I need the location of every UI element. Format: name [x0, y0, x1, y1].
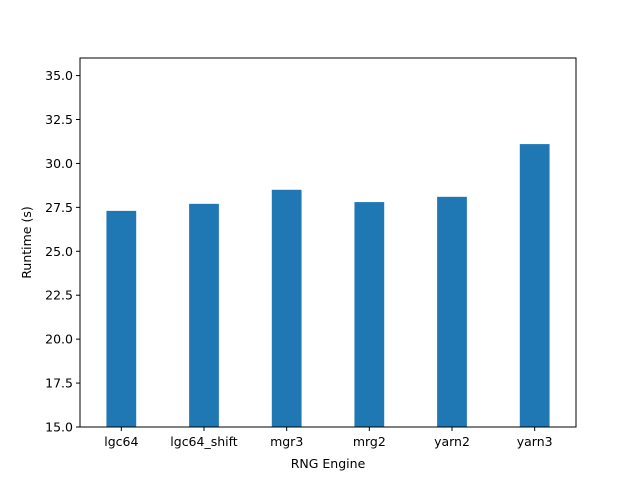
y-tick-label-30.0: 30.0: [45, 156, 73, 171]
bar-yarn2: [437, 196, 467, 427]
x-tick-label-lgc64_shift: lgc64_shift: [170, 434, 238, 449]
x-tick-label-lgc64: lgc64: [104, 434, 138, 449]
y-tick-label-32.5: 32.5: [45, 112, 73, 127]
y-tick-label-35.0: 35.0: [45, 68, 73, 83]
x-tick-label-yarn3: yarn3: [517, 434, 553, 449]
bars-group: [106, 144, 550, 427]
y-tick-label-20.0: 20.0: [45, 332, 73, 347]
bar-lgc64: [106, 210, 137, 427]
x-tick-label-mgr3: mgr3: [270, 434, 303, 449]
y-tick-label-27.5: 27.5: [45, 200, 73, 215]
plot-frame: [79, 57, 577, 428]
x-tick-label-yarn2: yarn2: [434, 434, 470, 449]
x-axis-label: RNG Engine: [291, 456, 366, 471]
bar-mgr3: [271, 189, 302, 427]
y-tick-label-25.0: 25.0: [45, 244, 73, 259]
bar-mrg2: [354, 202, 385, 427]
y-axis-ticks: 15.0 17.5 20.0 22.5 25.0 27.5 30.0 32.5 35.0: [45, 68, 80, 435]
bar-lgc64_shift: [189, 203, 219, 427]
y-tick-label-22.5: 22.5: [45, 288, 73, 303]
x-axis-ticks: lgc64 lgc64_shift mgr3 mrg2 yarn2 yarn3: [104, 427, 553, 449]
y-tick-label-15.0: 15.0: [45, 420, 73, 435]
x-tick-label-mrg2: mrg2: [353, 434, 386, 449]
y-tick-label-17.5: 17.5: [45, 376, 73, 391]
y-axis-label: Runtime (s): [19, 206, 34, 278]
bar-yarn3: [519, 144, 550, 427]
